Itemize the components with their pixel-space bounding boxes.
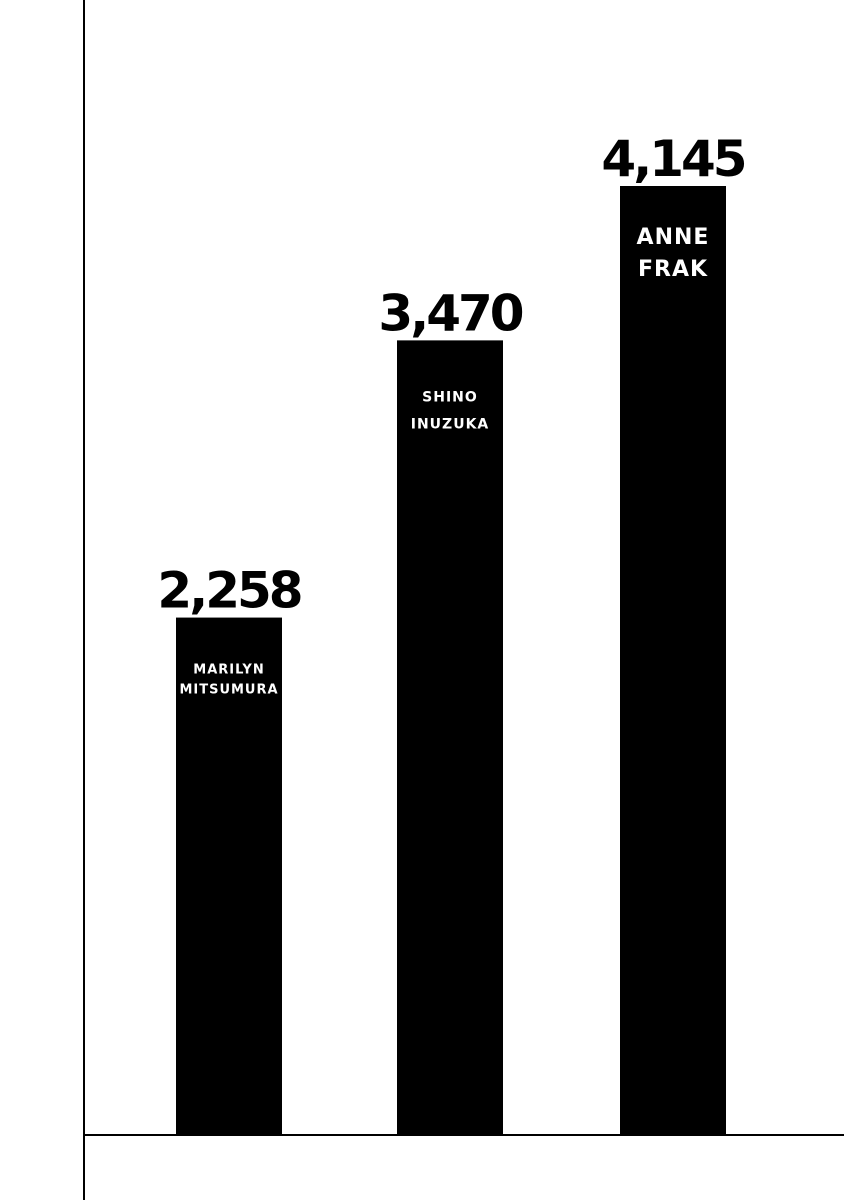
bar-1 [397, 340, 503, 1134]
value-label: 3,470 [378, 284, 522, 342]
category-label: FRAK [638, 257, 708, 282]
category-label: ANNE [637, 225, 710, 250]
category-label: INUZUKA [411, 416, 490, 432]
bar-2 [620, 186, 726, 1134]
value-label: 4,145 [601, 130, 744, 188]
category-label: MITSUMURA [179, 683, 278, 698]
category-label: MARILYN [193, 663, 264, 678]
category-label: SHINO [422, 389, 478, 405]
bar-0 [176, 617, 282, 1134]
value-label: 2,258 [157, 562, 300, 620]
